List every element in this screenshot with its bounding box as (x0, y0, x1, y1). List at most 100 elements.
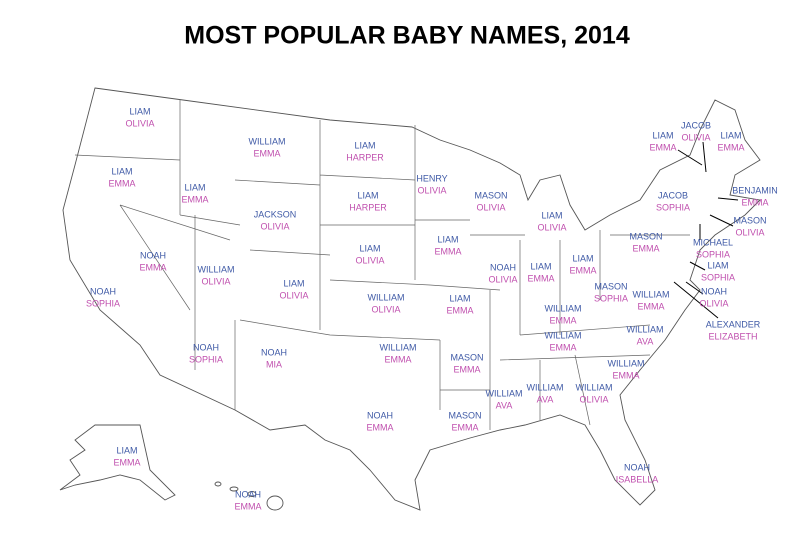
boy-name: WILLIAM (485, 388, 522, 398)
boy-name: WILLIAM (575, 382, 612, 392)
boy-name: LIAM (184, 182, 205, 192)
boy-name: LIAM (354, 140, 375, 150)
girl-name: EMMA (367, 422, 394, 432)
girl-name: AVA (496, 400, 513, 410)
boy-name: NOAH (235, 489, 261, 499)
girl-name: EMMA (650, 142, 677, 152)
boy-name: MASON (448, 410, 481, 420)
girl-name: ELIZABETH (708, 331, 757, 341)
boy-name: NOAH (140, 250, 166, 260)
girl-name: EMMA (235, 501, 262, 511)
girl-name: EMMA (435, 246, 462, 256)
boy-name: LIAM (572, 253, 593, 263)
girl-name: OLIVIA (537, 222, 566, 232)
boy-name: WILLIAM (197, 264, 234, 274)
girl-name: EMMA (528, 273, 555, 283)
boy-name: NOAH (193, 342, 219, 352)
boy-name: HENRY (416, 173, 447, 183)
boy-name: WILLIAM (544, 330, 581, 340)
girl-name: HARPER (349, 202, 387, 212)
girl-name: OLIVIA (579, 394, 608, 404)
girl-name: EMMA (454, 364, 481, 374)
girl-name: OLIVIA (735, 227, 764, 237)
boy-name: LIAM (129, 106, 150, 116)
boy-name: LIAM (283, 278, 304, 288)
alaska (59, 424, 176, 501)
girl-name: EMMA (254, 148, 281, 158)
boy-name: WILLIAM (626, 324, 663, 334)
boy-name: JACOB (681, 120, 711, 130)
girl-name: ISABELLA (616, 474, 659, 484)
girl-name: SOPHIA (86, 298, 120, 308)
boy-name: WILLIAM (607, 358, 644, 368)
boy-name: NOAH (624, 462, 650, 472)
girl-name: EMMA (613, 370, 640, 380)
girl-name: OLIVIA (279, 290, 308, 300)
girl-name: EMMA (109, 178, 136, 188)
girl-name: EMMA (570, 265, 597, 275)
girl-name: EMMA (385, 354, 412, 364)
boy-name: WILLIAM (367, 292, 404, 302)
girl-name: EMMA (182, 194, 209, 204)
girl-name: EMMA (718, 142, 745, 152)
boy-name: LIAM (357, 190, 378, 200)
girl-name: OLIVIA (201, 276, 230, 286)
boy-name: NOAH (701, 286, 727, 296)
girl-name: OLIVIA (488, 274, 517, 284)
girl-name: SOPHIA (701, 272, 735, 282)
boy-name: MASON (733, 215, 766, 225)
girl-name: EMMA (742, 197, 769, 207)
boy-name: ALEXANDER (706, 319, 761, 329)
title: MOST POPULAR BABY NAMES, 2014 (184, 22, 630, 50)
girl-name: OLIVIA (699, 298, 728, 308)
boy-name: MICHAEL (693, 237, 733, 247)
boy-name: MASON (450, 352, 483, 362)
boy-name: JACOB (658, 190, 688, 200)
boy-name: LIAM (720, 130, 741, 140)
girl-name: OLIVIA (681, 132, 710, 142)
boy-name: NOAH (90, 286, 116, 296)
boy-name: LIAM (530, 261, 551, 271)
girl-name: EMMA (114, 457, 141, 467)
boy-name: WILLIAM (248, 136, 285, 146)
girl-name: SOPHIA (189, 354, 223, 364)
boy-name: LIAM (359, 243, 380, 253)
girl-name: OLIVIA (125, 118, 154, 128)
girl-name: SOPHIA (696, 249, 730, 259)
girl-name: OLIVIA (355, 255, 384, 265)
boy-name: NOAH (490, 262, 516, 272)
boy-name: MASON (629, 231, 662, 241)
girl-name: EMMA (550, 315, 577, 325)
girl-name: AVA (537, 394, 554, 404)
girl-name: EMMA (633, 243, 660, 253)
boy-name: WILLIAM (544, 303, 581, 313)
girl-name: AVA (637, 336, 654, 346)
boy-name: LIAM (437, 234, 458, 244)
girl-name: OLIVIA (260, 221, 289, 231)
girl-name: EMMA (447, 305, 474, 315)
boy-name: WILLIAM (632, 289, 669, 299)
boy-name: WILLIAM (379, 342, 416, 352)
boy-name: LIAM (111, 166, 132, 176)
girl-name: SOPHIA (594, 293, 628, 303)
girl-name: HARPER (346, 152, 384, 162)
boy-name: LIAM (707, 260, 728, 270)
boy-name: LIAM (449, 293, 470, 303)
leader-lines (673, 141, 739, 319)
boy-name: MASON (594, 281, 627, 291)
girl-name: EMMA (550, 342, 577, 352)
girl-name: OLIVIA (476, 202, 505, 212)
hawaii (214, 481, 284, 511)
girl-name: MIA (266, 359, 282, 369)
boy-name: LIAM (652, 130, 673, 140)
boy-name: LIAM (116, 445, 137, 455)
boy-name: WILLIAM (526, 382, 563, 392)
girl-name: EMMA (140, 262, 167, 272)
girl-name: EMMA (638, 301, 665, 311)
girl-name: OLIVIA (371, 304, 400, 314)
boy-name: NOAH (261, 347, 287, 357)
girl-name: EMMA (452, 422, 479, 432)
boy-name: JACKSON (254, 209, 297, 219)
state-borders (74, 100, 690, 430)
